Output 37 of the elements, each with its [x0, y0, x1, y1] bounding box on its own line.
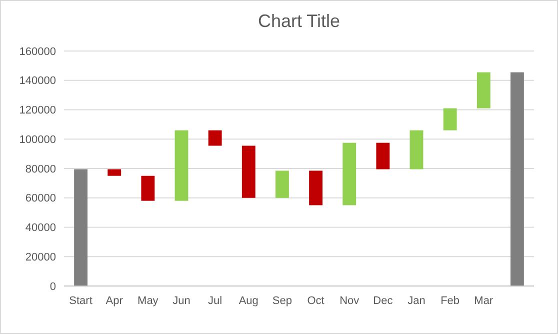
y-tick-label: 80000 — [25, 163, 56, 176]
chart-title: Chart Title — [258, 11, 340, 31]
y-tick-label: 20000 — [25, 251, 56, 264]
bar — [208, 130, 222, 146]
bar — [443, 108, 457, 130]
bar — [376, 142, 390, 170]
y-tick-label: 160000 — [19, 46, 56, 58]
x-tick-label: Jul — [208, 295, 222, 307]
x-tick-label: Jan — [408, 295, 426, 307]
x-tick-label: Start — [69, 295, 92, 307]
bar — [510, 72, 524, 286]
y-tick-label: 60000 — [25, 192, 56, 205]
bar — [410, 130, 424, 170]
y-tick-label: 120000 — [19, 104, 56, 117]
bar — [174, 130, 188, 201]
x-tick-label: Aug — [238, 295, 258, 307]
x-tick-label: Nov — [340, 295, 360, 307]
y-tick-label: 0 — [50, 280, 56, 293]
x-tick-label: Feb — [440, 295, 460, 307]
x-tick-label: Apr — [106, 295, 124, 307]
x-tick-label: Sep — [272, 295, 292, 307]
bar — [141, 176, 155, 201]
bar — [476, 72, 490, 108]
x-tick-label: Dec — [373, 295, 394, 307]
bar — [74, 169, 88, 286]
x-tick-label: Mar — [474, 295, 494, 307]
y-tick-label: 140000 — [19, 75, 56, 88]
x-tick-label: Oct — [307, 295, 324, 307]
x-tick-label: May — [138, 295, 159, 307]
bar — [276, 170, 289, 198]
y-tick-label: 100000 — [19, 134, 56, 146]
bar — [108, 169, 122, 176]
bar — [242, 146, 256, 198]
y-tick-label: 40000 — [25, 222, 56, 234]
x-tick-label: Jun — [172, 295, 190, 307]
bar — [309, 170, 322, 206]
bar — [342, 142, 356, 206]
